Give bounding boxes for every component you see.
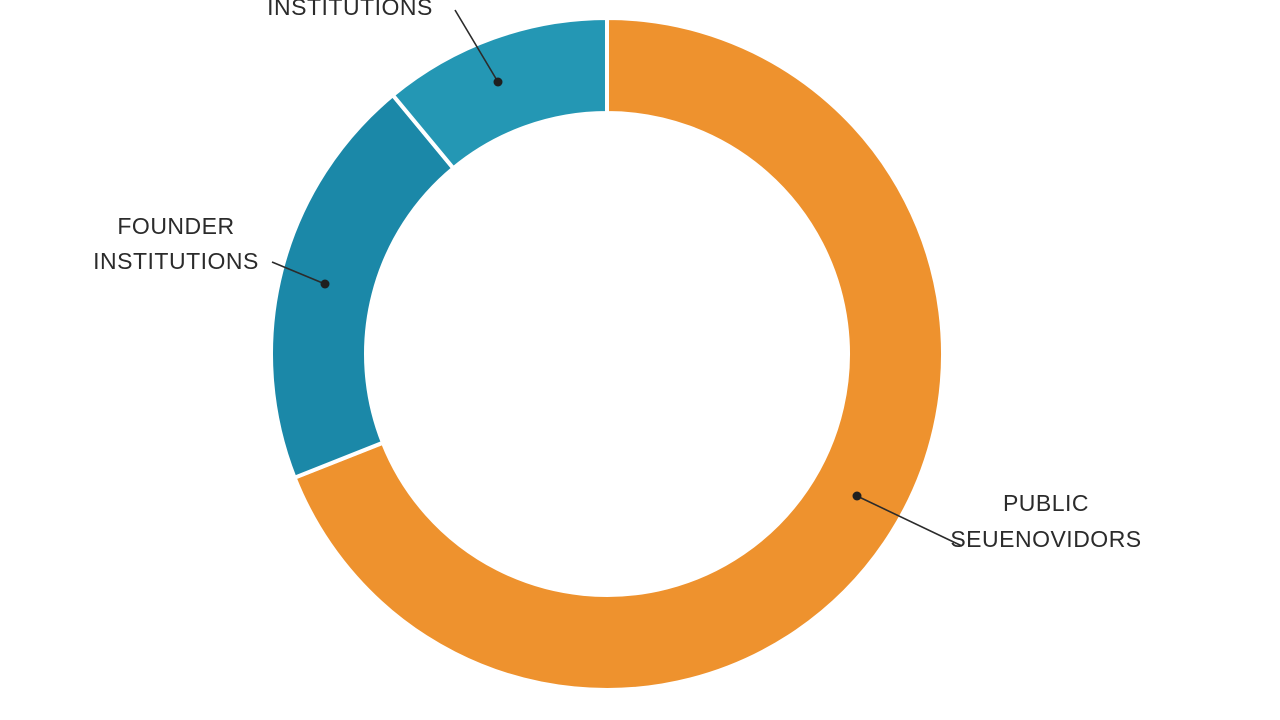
slice-label-public-line-1: PUBLIC <box>1003 490 1089 516</box>
slice-label-founder-line-2: INSTITUTIONS <box>93 248 259 274</box>
slice-institutions <box>390 15 609 172</box>
leader-line-institutions <box>454 9 499 83</box>
slice-label-institutions-line-1: INSTITUTIONS <box>267 0 433 20</box>
leader-dot-founder <box>320 279 330 289</box>
donut-slices <box>269 15 945 692</box>
leader-line-public <box>856 495 963 547</box>
slice-label-public-line-2: SEUENOVIDORS <box>950 526 1141 552</box>
leader-dot-public <box>852 491 862 501</box>
leader-lines <box>271 9 963 547</box>
slice-public <box>291 15 945 692</box>
slice-label-founder-line-1: FOUNDER <box>117 213 234 239</box>
leader-line-founder <box>271 261 326 285</box>
leader-dot-institutions <box>493 77 503 87</box>
slice-founder <box>269 92 457 481</box>
